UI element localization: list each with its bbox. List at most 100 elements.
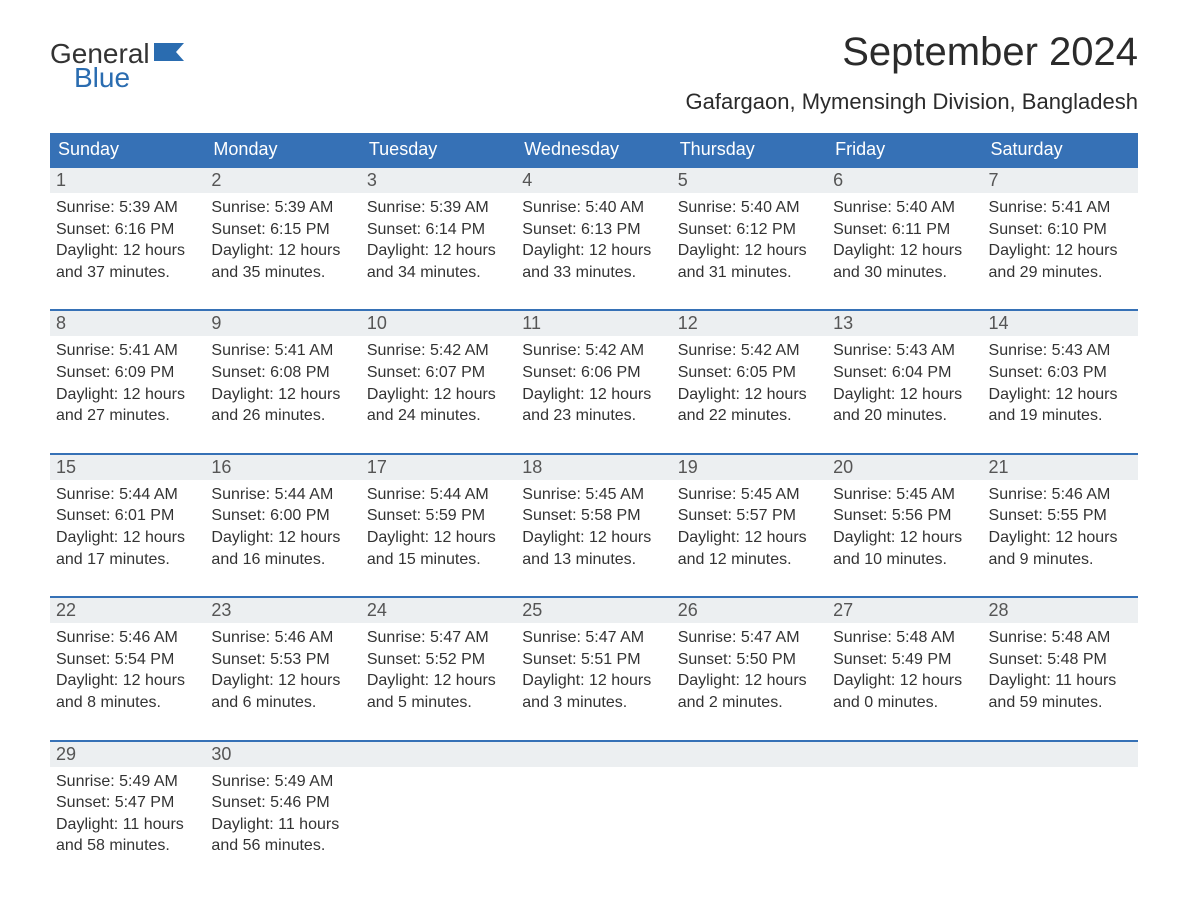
sunrise-text: Sunrise: 5:43 AM [989, 340, 1132, 362]
day-number: 21 [983, 455, 1138, 480]
sunset-text: Sunset: 5:54 PM [56, 649, 199, 671]
daylight-text-1: Daylight: 12 hours [522, 527, 665, 549]
sunset-text: Sunset: 6:12 PM [678, 219, 821, 241]
col-header: Saturday [983, 133, 1138, 166]
day-number: 3 [361, 168, 516, 193]
daylight-text-1: Daylight: 12 hours [211, 670, 354, 692]
sunset-text: Sunset: 6:13 PM [522, 219, 665, 241]
daylight-text-1: Daylight: 11 hours [56, 814, 199, 836]
col-header: Thursday [672, 133, 827, 166]
daylight-text-2: and 17 minutes. [56, 549, 199, 571]
page-root: General Blue September 2024 Gafargaon, M… [0, 0, 1188, 907]
details-row: Sunrise: 5:44 AM Sunset: 6:01 PM Daylight:… [50, 480, 1138, 570]
day-cell: Sunrise: 5:44 AMSunset: 5:59 PMDaylight:… [361, 480, 516, 570]
daylight-text-2: and 56 minutes. [211, 835, 354, 857]
day-cell: Sunrise: 5:45 AMSunset: 5:58 PMDaylight:… [516, 480, 671, 570]
sunrise-text: Sunrise: 5:42 AM [678, 340, 821, 362]
sunset-text: Sunset: 6:04 PM [833, 362, 976, 384]
sunrise-text: Sunrise: 5:47 AM [367, 627, 510, 649]
header-row: General Blue September 2024 Gafargaon, M… [50, 30, 1138, 115]
daynum-bar: 22232425262728 [50, 598, 1138, 623]
sunrise-text: Sunrise: 5:44 AM [367, 484, 510, 506]
day-number [361, 742, 516, 767]
day-cell: Sunrise: 5:48 AMSunset: 5:48 PMDaylight:… [983, 623, 1138, 713]
daylight-text-1: Daylight: 12 hours [989, 240, 1132, 262]
sunrise-text: Sunrise: 5:45 AM [678, 484, 821, 506]
day-number: 19 [672, 455, 827, 480]
col-header: Wednesday [516, 133, 671, 166]
daylight-text-2: and 26 minutes. [211, 405, 354, 427]
logo-text-blue: Blue [74, 64, 130, 92]
daylight-text-2: and 59 minutes. [989, 692, 1132, 714]
sunset-text: Sunset: 5:55 PM [989, 505, 1132, 527]
day-cell [672, 767, 827, 857]
sunset-text: Sunset: 6:03 PM [989, 362, 1132, 384]
day-number: 23 [205, 598, 360, 623]
sunrise-text: Sunrise: 5:40 AM [833, 197, 976, 219]
day-number: 27 [827, 598, 982, 623]
day-cell: Sunrise: 5:46 AMSunset: 5:54 PMDaylight:… [50, 623, 205, 713]
day-cell: Sunrise: 5:47 AMSunset: 5:50 PMDaylight:… [672, 623, 827, 713]
sunrise-text: Sunrise: 5:41 AM [989, 197, 1132, 219]
sunset-text: Sunset: 6:01 PM [56, 505, 199, 527]
day-number: 11 [516, 311, 671, 336]
daylight-text-1: Daylight: 12 hours [522, 240, 665, 262]
day-number: 9 [205, 311, 360, 336]
day-cell: Sunrise: 5:43 AMSunset: 6:03 PMDaylight:… [983, 336, 1138, 426]
sunset-text: Sunset: 6:09 PM [56, 362, 199, 384]
sunrise-text: Sunrise: 5:41 AM [211, 340, 354, 362]
day-cell: Sunrise: 5:42 AMSunset: 6:07 PMDaylight:… [361, 336, 516, 426]
daylight-text-2: and 27 minutes. [56, 405, 199, 427]
sunset-text: Sunset: 6:10 PM [989, 219, 1132, 241]
daylight-text-1: Daylight: 12 hours [522, 670, 665, 692]
sunset-text: Sunset: 6:07 PM [367, 362, 510, 384]
daylight-text-1: Daylight: 12 hours [678, 240, 821, 262]
sunrise-text: Sunrise: 5:40 AM [678, 197, 821, 219]
day-number [827, 742, 982, 767]
day-number: 6 [827, 168, 982, 193]
daynum-bar: 891011121314 [50, 311, 1138, 336]
sunrise-text: Sunrise: 5:47 AM [678, 627, 821, 649]
col-header: Friday [827, 133, 982, 166]
day-cell [361, 767, 516, 857]
day-number [983, 742, 1138, 767]
daylight-text-1: Daylight: 11 hours [989, 670, 1132, 692]
day-cell: Sunrise: 5:46 AMSunset: 5:53 PMDaylight:… [205, 623, 360, 713]
day-cell: Sunrise: 5:40 AMSunset: 6:12 PMDaylight:… [672, 193, 827, 283]
sunrise-text: Sunrise: 5:39 AM [56, 197, 199, 219]
daylight-text-1: Daylight: 11 hours [211, 814, 354, 836]
calendar-week: 2930Sunrise: 5:49 AMSunset: 5:47 PMDayli… [50, 740, 1138, 857]
details-row: Sunrise: 5:41 AM Sunset: 6:09 PM Daylight:… [50, 336, 1138, 426]
sunset-text: Sunset: 5:56 PM [833, 505, 976, 527]
day-cell: Sunrise: 5:39 AMSunset: 6:16 PMDaylight:… [50, 193, 205, 283]
daylight-text-2: and 37 minutes. [56, 262, 199, 284]
sunset-text: Sunset: 5:48 PM [989, 649, 1132, 671]
sunset-text: Sunset: 5:50 PM [678, 649, 821, 671]
day-cell: Sunrise: 5:41 AMSunset: 6:10 PMDaylight:… [983, 193, 1138, 283]
day-cell: Sunrise: 5:49 AMSunset: 5:46 PMDaylight:… [205, 767, 360, 857]
sunset-text: Sunset: 5:58 PM [522, 505, 665, 527]
daylight-text-1: Daylight: 12 hours [56, 240, 199, 262]
details-row: Sunrise: 5:46 AMSunset: 5:54 PMDaylight:… [50, 623, 1138, 713]
sunset-text: Sunset: 5:47 PM [56, 792, 199, 814]
daylight-text-2: and 29 minutes. [989, 262, 1132, 284]
sunrise-text: Sunrise: 5:39 AM [367, 197, 510, 219]
day-cell: Sunrise: 5:40 AMSunset: 6:13 PMDaylight:… [516, 193, 671, 283]
daynum-bar: 1234567 [50, 168, 1138, 193]
weeks-container: 1234567Sunrise: 5:39 AMSunset: 6:16 PMDa… [50, 166, 1138, 857]
day-cell: Sunrise: 5:45 AMSunset: 5:57 PMDaylight:… [672, 480, 827, 570]
day-number: 18 [516, 455, 671, 480]
day-cell: Sunrise: 5:47 AMSunset: 5:52 PMDaylight:… [361, 623, 516, 713]
daynum-bar: 15161718192021 [50, 455, 1138, 480]
sunrise-text: Sunrise: 5:45 AM [522, 484, 665, 506]
details-row: Sunrise: 5:39 AMSunset: 6:16 PMDaylight:… [50, 193, 1138, 283]
sunset-text: Sunset: 6:06 PM [522, 362, 665, 384]
sunset-text: Sunset: 6:00 PM [211, 505, 354, 527]
day-number: 7 [983, 168, 1138, 193]
col-header: Monday [205, 133, 360, 166]
sunrise-text: Sunrise: 5:46 AM [211, 627, 354, 649]
daylight-text-1: Daylight: 12 hours [833, 384, 976, 406]
daylight-text-1: Daylight: 12 hours [367, 384, 510, 406]
daylight-text-1: Daylight: 12 hours [56, 670, 199, 692]
daylight-text-2: and 16 minutes. [211, 549, 354, 571]
